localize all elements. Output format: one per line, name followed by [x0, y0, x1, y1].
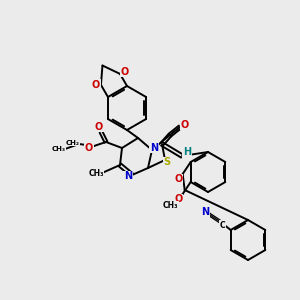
Text: O: O	[175, 194, 183, 204]
Text: O: O	[95, 122, 103, 132]
Text: CH₃: CH₃	[88, 169, 104, 178]
Text: N: N	[150, 143, 158, 153]
Text: CH₂: CH₂	[66, 140, 80, 146]
Text: O: O	[92, 80, 100, 90]
Text: H: H	[183, 147, 191, 157]
Text: CH₃: CH₃	[163, 202, 178, 211]
Text: CH₃: CH₃	[52, 146, 66, 152]
Text: O: O	[121, 67, 129, 77]
Text: S: S	[164, 157, 171, 167]
Text: O: O	[85, 143, 93, 153]
Text: N: N	[202, 207, 210, 217]
Text: C: C	[220, 220, 226, 230]
Text: O: O	[175, 174, 183, 184]
Text: N: N	[124, 171, 132, 181]
Text: O: O	[181, 120, 189, 130]
